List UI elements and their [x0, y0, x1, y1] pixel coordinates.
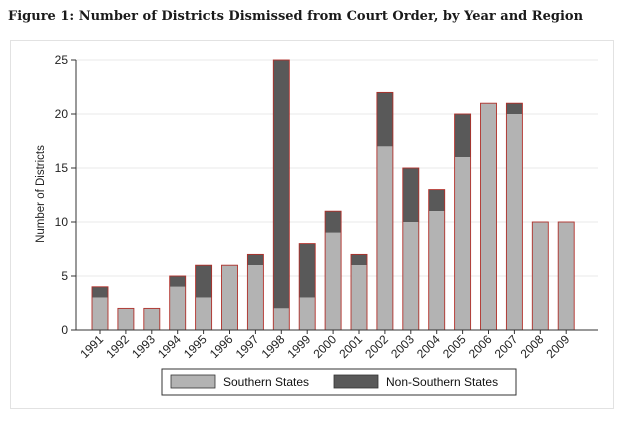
bar-southern-2000: [325, 232, 342, 330]
bar-southern-1998: [273, 308, 290, 330]
y-tick-labels: 0 5 10 15 20 25: [55, 53, 69, 337]
x-tick-label: 2008: [518, 332, 547, 361]
x-tick-label: 1999: [285, 332, 314, 361]
y-tick-label: 10: [55, 215, 69, 229]
legend-label-non-southern: Non-Southern States: [386, 375, 498, 389]
y-tick-label: 25: [55, 53, 69, 67]
bar-southern-2006: [480, 103, 497, 330]
bar-non-southern-2000: [325, 211, 342, 233]
bar-southern-1992: [117, 308, 134, 330]
bar-southern-2001: [351, 265, 367, 330]
bar-southern-1993: [143, 308, 160, 330]
bar-non-southern-2002: [376, 92, 393, 147]
bar-non-southern-1997: [247, 254, 264, 266]
y-tick-label: 5: [61, 269, 68, 283]
bar-southern-1994: [169, 286, 186, 330]
x-tick-label: 1992: [103, 332, 132, 361]
bar-southern-2008: [532, 222, 549, 330]
x-tick-label: 1998: [259, 332, 288, 361]
legend-swatch-non-southern: [333, 374, 379, 389]
bar-non-southern-1999: [299, 243, 316, 298]
x-tick-label: 2005: [440, 332, 469, 361]
bar-non-southern-2003: [402, 168, 419, 222]
legend-label-southern: Southern States: [223, 375, 309, 389]
y-tick-label: 0: [61, 323, 68, 337]
bar-non-southern-1998: [273, 60, 290, 309]
y-tick-label: 15: [55, 161, 69, 175]
bar-non-southern-2001: [351, 254, 367, 266]
x-tick-label: 1995: [181, 332, 210, 361]
bar-southern-2002: [376, 146, 393, 330]
bar-non-southern-1995: [195, 265, 212, 298]
bar-southern-2005: [454, 157, 471, 330]
bar-southern-1991: [92, 297, 108, 330]
x-tick-label: 1996: [207, 332, 236, 361]
bar-non-southern-2004: [428, 189, 445, 212]
x-tick-label: 2003: [388, 332, 417, 361]
x-tick-label: 1991: [77, 332, 106, 361]
bar-southern-1995: [195, 297, 212, 330]
bar-southern-2003: [402, 222, 419, 330]
x-tick-label: 2001: [336, 332, 365, 361]
x-tick-label: 2000: [310, 332, 339, 361]
bar-southern-2007: [506, 114, 523, 330]
bar-southern-1996: [221, 265, 238, 330]
bar-non-southern-1994: [169, 276, 186, 287]
legend-swatch-southern: [170, 374, 216, 389]
x-tick-label: 1997: [233, 332, 262, 361]
axes: [71, 59, 598, 334]
bar-southern-1997: [247, 265, 264, 330]
x-tick-labels: 1991199219931994199519961997199819992000…: [77, 332, 572, 361]
x-tick-label: 2007: [492, 332, 521, 361]
bar-non-southern-2005: [454, 114, 471, 158]
x-tick-label: 1993: [129, 332, 158, 361]
bar-southern-2009: [558, 222, 575, 330]
x-tick-label: 1994: [155, 332, 184, 361]
x-tick-label: 2009: [544, 332, 573, 361]
bar-non-southern-1991: [92, 286, 108, 298]
bar-non-southern-2007: [506, 103, 523, 114]
figure-title: Figure 1: Number of Districts Dismissed …: [8, 9, 584, 24]
y-tick-label: 20: [55, 107, 69, 121]
bar-southern-1999: [299, 297, 316, 330]
x-tick-label: 2004: [414, 332, 443, 361]
x-tick-label: 2006: [466, 332, 495, 361]
bar-southern-2004: [428, 211, 445, 330]
bars: [91, 59, 575, 331]
y-axis-title: Number of Districts: [35, 145, 47, 243]
plot-frame: [10, 40, 614, 409]
legend: Southern States Non-Southern States: [161, 368, 517, 396]
x-tick-label: 2002: [362, 332, 391, 361]
